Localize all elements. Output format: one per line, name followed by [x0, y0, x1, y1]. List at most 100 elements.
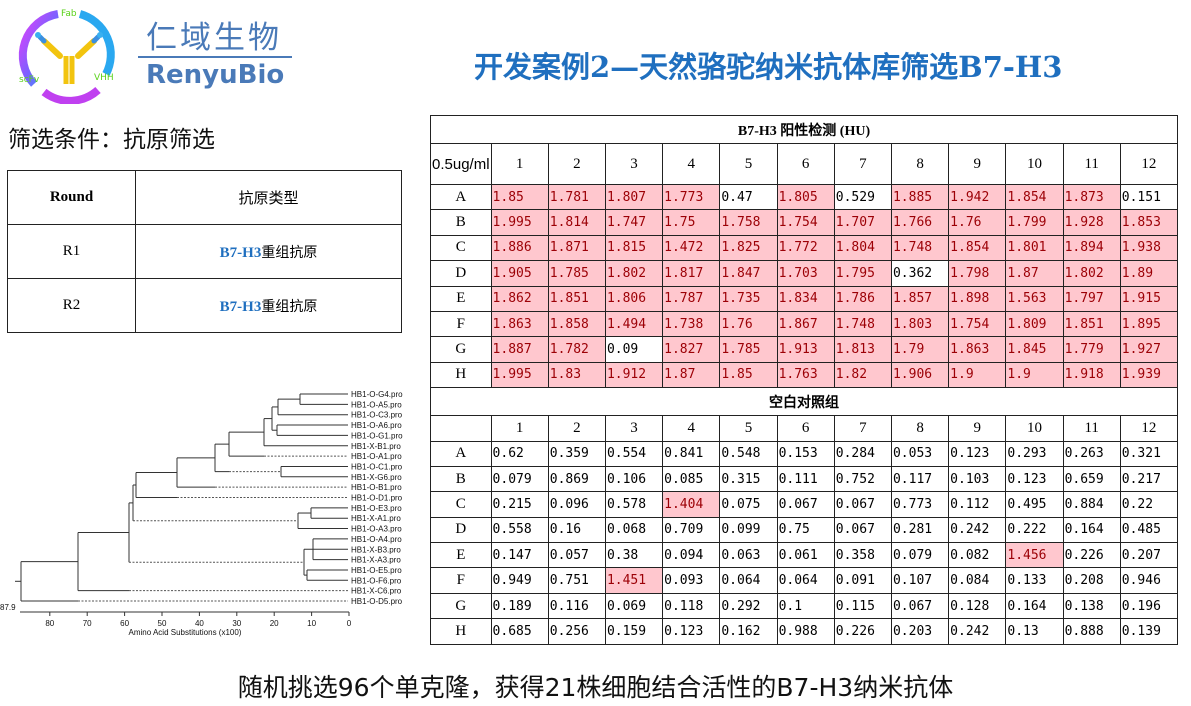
row-header: F	[430, 310, 492, 338]
axis-tick-label: 70	[83, 619, 92, 628]
positive-value-cell: 1.825	[719, 234, 778, 262]
blank-value-cell: 0.226	[833, 618, 892, 645]
positive-value-cell: 1.817	[662, 260, 721, 287]
tree-leaf-label: HB1-O-A6.pro	[351, 421, 402, 430]
tree-leaf-label: HB1-O-F6.pro	[351, 576, 402, 585]
row-header: C	[430, 491, 492, 518]
positive-value-cell: 1.814	[547, 209, 606, 236]
antigen-cell: B7-H3重组抗原	[135, 278, 402, 333]
positive-value-cell: 1.89	[1119, 260, 1179, 287]
positive-value-cell: 1.799	[1005, 209, 1064, 236]
column-header: 9	[948, 415, 1007, 442]
positive-value-cell: 1.563	[1005, 285, 1064, 312]
row-header: A	[430, 440, 492, 467]
axis-tick-label: 0	[347, 619, 352, 628]
blank-value-cell: 0.315	[719, 465, 778, 493]
positive-value-cell: 1.786	[833, 285, 892, 312]
positive-value-cell: 1.787	[662, 285, 721, 312]
tree-leaf-label: HB1-O-E3.pro	[351, 504, 402, 513]
brand-divider	[138, 56, 292, 58]
positive-value-cell: 1.867	[776, 310, 835, 338]
positive-value-cell: 1.863	[490, 310, 549, 338]
positive-value-cell: 1.82	[833, 361, 892, 389]
column-header: 2	[547, 415, 606, 442]
blank-value-cell: 0.359	[547, 440, 606, 467]
tree-leaf-label: HB1-O-A5.pro	[351, 400, 402, 409]
antigen-accent: B7-H3	[219, 244, 262, 261]
svg-text:scFv: scFv	[19, 75, 40, 85]
blank-value-cell: 0.064	[719, 567, 778, 594]
blank-value-cell: 0.242	[948, 618, 1007, 645]
row-header: G	[430, 592, 492, 620]
column-header: 1	[490, 143, 549, 185]
positive-value-cell: 1.862	[490, 285, 549, 312]
blank-value-cell: 0.215	[490, 491, 549, 518]
blank-value-cell: 0.067	[776, 491, 835, 518]
column-header: 1	[490, 415, 549, 442]
antigen-cell: B7-H3重组抗原	[135, 224, 402, 279]
tree-max-label: 87.9	[0, 603, 16, 612]
positive-value-cell: 1.781	[547, 183, 606, 211]
svg-text:Fab: Fab	[61, 9, 77, 19]
blank-value-cell: 0.128	[948, 592, 1007, 620]
blank-value-cell: 0.091	[833, 567, 892, 594]
blank-value-cell: 0.62	[490, 440, 549, 467]
blank-value-cell: 0.153	[776, 440, 835, 467]
blank-value-cell: 0.752	[833, 465, 892, 493]
blank-value-cell: 0.949	[490, 567, 549, 594]
column-header: 9	[948, 143, 1007, 185]
positive-value-cell: 1.995	[490, 209, 549, 236]
screening-criteria: 筛选条件：抗原筛选	[8, 127, 215, 153]
blank-value-cell: 0.082	[948, 542, 1007, 569]
blank-value-cell: 0.548	[719, 440, 778, 467]
blank-value-cell: 0.222	[1005, 516, 1064, 544]
axis-tick-label: 10	[307, 619, 316, 628]
positive-value-cell: 1.76	[719, 310, 778, 338]
table-row: A 1.85 1.781 1.807 1.773 0.47 1.805 0.529 1.885 1…	[430, 183, 1179, 211]
column-header-row: 0.5ug/ml 1 2 3 4 5 6 7 8 9 10 11 12	[430, 143, 1179, 185]
blank-value-cell: 0.358	[833, 542, 892, 569]
row-header: E	[430, 542, 492, 569]
positive-value-cell: 1.785	[547, 260, 606, 287]
positive-value-cell: 1.913	[776, 336, 835, 363]
tree-leaf-label: HB1-O-A4.pro	[351, 535, 402, 544]
blank-value-cell: 0.111	[776, 465, 835, 493]
column-header: 5	[719, 143, 778, 185]
positive-value-cell: 1.806	[604, 285, 664, 312]
positive-value-cell: 1.827	[662, 336, 721, 363]
blank-value-cell: 0.321	[1119, 440, 1179, 467]
corner-cell	[430, 415, 492, 442]
positive-value-cell: 1.857	[890, 285, 950, 312]
blank-value-cell: 0.147	[490, 542, 549, 569]
blank-value-cell: 0.659	[1062, 465, 1121, 493]
column-header: 7	[833, 415, 892, 442]
tree-leaf-label: HB1-O-B1.pro	[351, 483, 402, 492]
positive-value-cell: 1.748	[833, 310, 892, 338]
positive-value-cell: 1.85	[490, 183, 549, 211]
positive-value-cell: 1.798	[948, 260, 1007, 287]
positive-value-cell: 1.871	[547, 234, 606, 262]
positive-value-cell: 1.707	[833, 209, 892, 236]
column-header: 11	[1062, 415, 1121, 442]
positive-value-cell: 1.754	[948, 310, 1007, 338]
table-row: C 1.886 1.871 1.815 1.472 1.825 1.772 1.804 1.74…	[430, 234, 1179, 262]
column-header: 12	[1119, 415, 1179, 442]
positive-value-cell: 1.927	[1119, 336, 1179, 363]
column-header: 10	[1005, 143, 1064, 185]
column-header: 10	[1005, 415, 1064, 442]
tree-leaf-label: HB1-X-B3.pro	[351, 545, 401, 554]
column-header: 12	[1119, 143, 1179, 185]
positive-value-cell: 1.9	[1005, 361, 1064, 389]
column-header: 8	[890, 143, 950, 185]
blank-table-title-row: 空白对照组	[430, 387, 1178, 417]
blank-table-title: 空白对照组	[430, 387, 1178, 417]
positive-value-cell: 1.75	[662, 209, 721, 236]
positive-value-cell: 1.807	[604, 183, 664, 211]
blank-value-cell: 0.094	[662, 542, 721, 569]
blank-value-cell: 0.123	[948, 440, 1007, 467]
blank-value-cell: 0.064	[776, 567, 835, 594]
blank-value-cell: 0.107	[890, 567, 950, 594]
antigen-accent: B7-H3	[219, 298, 262, 315]
positive-value-cell: 1.895	[1119, 310, 1179, 338]
table-row: F 0.949 0.751 1.451 0.093 0.064 0.064 0.091 0.10…	[430, 567, 1179, 594]
